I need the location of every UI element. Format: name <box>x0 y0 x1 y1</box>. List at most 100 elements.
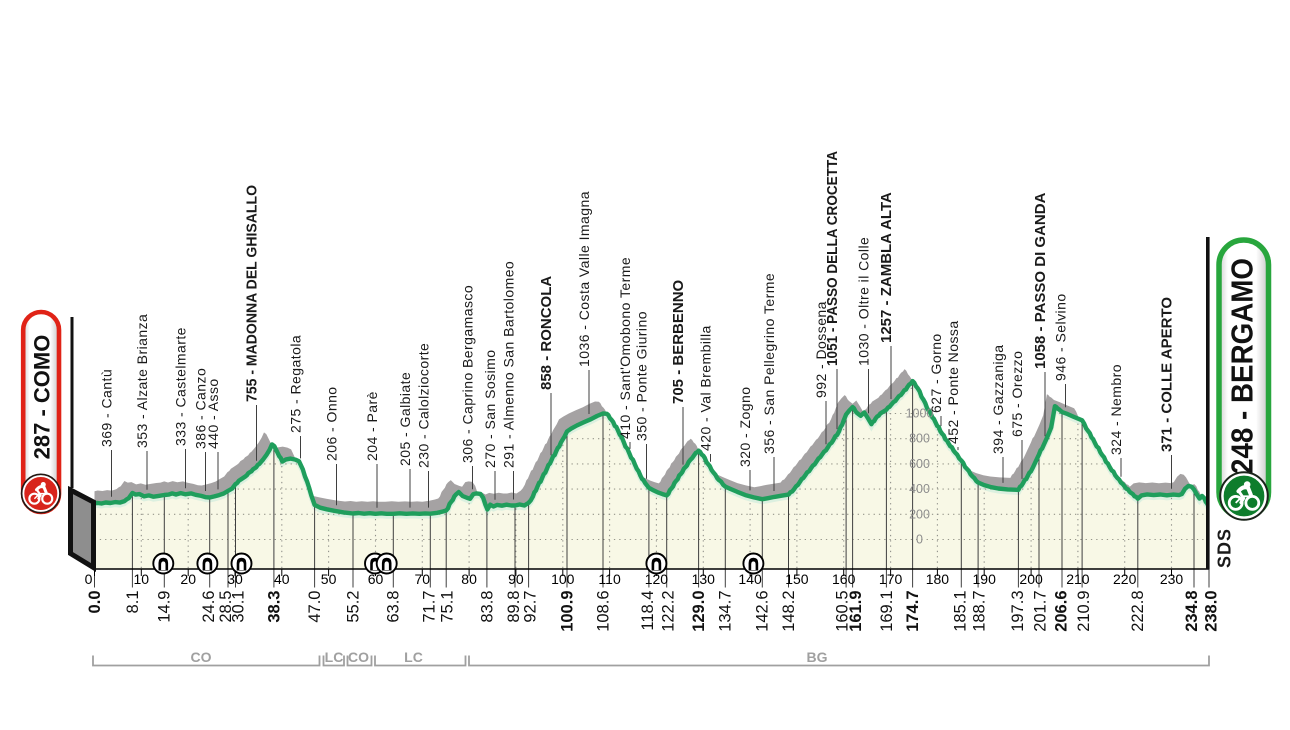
svg-text:452 - Ponte Nossa: 452 - Ponte Nossa <box>945 320 961 444</box>
svg-text:371 - COLLE APERTO: 371 - COLLE APERTO <box>1159 297 1176 452</box>
svg-text:197.3: 197.3 <box>1009 591 1027 632</box>
svg-text:90: 90 <box>508 571 524 587</box>
svg-text:992 - Dossena: 992 - Dossena <box>813 301 829 398</box>
svg-text:160: 160 <box>832 571 856 587</box>
svg-text:200: 200 <box>1019 571 1043 587</box>
svg-text:130: 130 <box>692 571 716 587</box>
svg-text:110: 110 <box>598 571 621 587</box>
svg-text:10: 10 <box>134 571 150 587</box>
svg-text:1036 - Costa Valle Imagna: 1036 - Costa Valle Imagna <box>576 191 592 367</box>
svg-text:248 - BERGAMO: 248 - BERGAMO <box>1225 258 1260 474</box>
svg-text:400: 400 <box>909 482 930 496</box>
svg-text:675 - Orezzo: 675 - Orezzo <box>1009 351 1025 437</box>
svg-text:40: 40 <box>274 571 290 587</box>
svg-text:287 - COMO: 287 - COMO <box>30 335 55 460</box>
svg-text:206.6: 206.6 <box>1052 591 1070 632</box>
svg-text:0: 0 <box>85 571 93 587</box>
svg-text:71.7: 71.7 <box>421 591 439 623</box>
svg-text:30.1: 30.1 <box>229 591 247 623</box>
svg-text:369 - Cantù: 369 - Cantù <box>99 369 115 447</box>
svg-text:1058 - PASSO DI GANDA: 1058 - PASSO DI GANDA <box>1032 192 1049 369</box>
svg-text:210: 210 <box>1066 571 1090 587</box>
svg-text:92.7: 92.7 <box>522 591 540 623</box>
svg-text:230: 230 <box>1160 571 1184 587</box>
svg-text:705 - BERBENNO: 705 - BERBENNO <box>670 279 687 404</box>
svg-text:858 - RONCOLA: 858 - RONCOLA <box>538 276 555 390</box>
svg-text:SDS: SDS <box>1215 528 1235 568</box>
svg-text:120: 120 <box>645 571 669 587</box>
svg-text:210.9: 210.9 <box>1075 591 1093 632</box>
svg-text:20: 20 <box>180 571 196 587</box>
svg-text:394 - Gazzaniga: 394 - Gazzaniga <box>990 345 1006 454</box>
svg-text:CO: CO <box>191 649 212 665</box>
svg-text:174.7: 174.7 <box>904 591 922 632</box>
svg-text:28.5: 28.5 <box>217 591 235 623</box>
svg-text:14.9: 14.9 <box>156 591 174 623</box>
svg-text:800: 800 <box>909 432 930 446</box>
svg-text:185.1: 185.1 <box>952 591 970 632</box>
svg-text:122.2: 122.2 <box>660 591 678 632</box>
svg-text:170: 170 <box>879 571 903 587</box>
svg-text:0: 0 <box>916 533 923 547</box>
svg-text:142.6: 142.6 <box>754 591 772 632</box>
svg-text:275 - Regatola: 275 - Regatola <box>288 335 304 433</box>
svg-text:206 - Onno: 206 - Onno <box>324 386 340 461</box>
svg-text:306 - Caprino Bergamasco: 306 - Caprino Bergamasco <box>460 285 476 463</box>
svg-text:333 - Castelmarte: 333 - Castelmarte <box>173 327 189 446</box>
svg-text:320 - Zogno: 320 - Zogno <box>737 387 753 467</box>
svg-text:169.1: 169.1 <box>878 591 896 632</box>
svg-text:75.1: 75.1 <box>439 591 457 623</box>
svg-text:946 - Selvino: 946 - Selvino <box>1053 293 1069 381</box>
svg-text:201.7: 201.7 <box>1031 591 1049 632</box>
svg-text:200: 200 <box>909 507 930 521</box>
svg-text:160.5: 160.5 <box>834 591 852 632</box>
svg-text:LC: LC <box>404 649 423 665</box>
svg-text:627 - Gorno: 627 - Gorno <box>928 333 944 413</box>
svg-text:60: 60 <box>368 571 384 587</box>
svg-text:234.8: 234.8 <box>1183 591 1201 632</box>
svg-text:8.1: 8.1 <box>124 591 142 614</box>
svg-text:755 - MADONNA DEL GHISALLO: 755 - MADONNA DEL GHISALLO <box>244 185 261 402</box>
svg-text:30: 30 <box>227 571 243 587</box>
svg-text:1030 - Oltre il Colle: 1030 - Oltre il Colle <box>856 237 872 366</box>
svg-text:89.8: 89.8 <box>505 591 523 623</box>
svg-text:1257 - ZAMBLA ALTA: 1257 - ZAMBLA ALTA <box>878 192 895 343</box>
svg-text:LC: LC <box>325 649 344 665</box>
svg-text:220: 220 <box>1113 571 1137 587</box>
svg-text:238.0: 238.0 <box>1202 591 1220 632</box>
svg-text:63.8: 63.8 <box>385 591 403 623</box>
svg-text:1000: 1000 <box>906 407 934 421</box>
svg-text:CO: CO <box>348 649 369 665</box>
svg-text:24.6: 24.6 <box>200 591 218 623</box>
svg-text:188.7: 188.7 <box>971 591 989 632</box>
svg-text:386 - Canzo: 386 - Canzo <box>193 368 209 449</box>
svg-text:356 - San Pellegrino Terme: 356 - San Pellegrino Terme <box>761 273 777 454</box>
svg-text:161.9: 161.9 <box>847 591 865 632</box>
svg-text:70: 70 <box>415 571 431 587</box>
svg-text:100: 100 <box>551 571 575 587</box>
svg-text:150: 150 <box>785 571 809 587</box>
svg-text:38.3: 38.3 <box>265 591 283 623</box>
svg-text:420 - Val Brembilla: 420 - Val Brembilla <box>698 325 714 451</box>
svg-text:100.9: 100.9 <box>558 591 576 632</box>
svg-text:118.4: 118.4 <box>639 591 657 631</box>
svg-text:270 - San Sosimo: 270 - San Sosimo <box>482 350 498 468</box>
svg-text:108.6: 108.6 <box>594 591 612 632</box>
svg-text:353 - Alzate Brianza: 353 - Alzate Brianza <box>134 314 150 448</box>
svg-text:204 - Parè: 204 - Parè <box>364 391 380 461</box>
svg-text:134.7: 134.7 <box>717 591 735 632</box>
svg-text:129.0: 129.0 <box>690 591 708 632</box>
svg-text:190: 190 <box>973 571 997 587</box>
svg-text:410 - Sant'Omobono Terme: 410 - Sant'Omobono Terme <box>617 257 633 439</box>
svg-text:350 - Ponte Giurino: 350 - Ponte Giurino <box>634 311 650 441</box>
svg-text:222.8: 222.8 <box>1129 591 1147 632</box>
svg-text:140: 140 <box>738 571 762 587</box>
svg-text:83.8: 83.8 <box>478 591 496 623</box>
svg-text:600: 600 <box>909 457 930 471</box>
svg-text:1051 - PASSO DELLA CROCETTA: 1051 - PASSO DELLA CROCETTA <box>824 151 841 366</box>
svg-text:180: 180 <box>926 571 950 587</box>
svg-text:50: 50 <box>321 571 337 587</box>
svg-text:205 - Galbiate: 205 - Galbiate <box>397 372 413 466</box>
svg-text:324 - Nembro: 324 - Nembro <box>1108 364 1124 455</box>
svg-text:55.2: 55.2 <box>344 591 362 623</box>
